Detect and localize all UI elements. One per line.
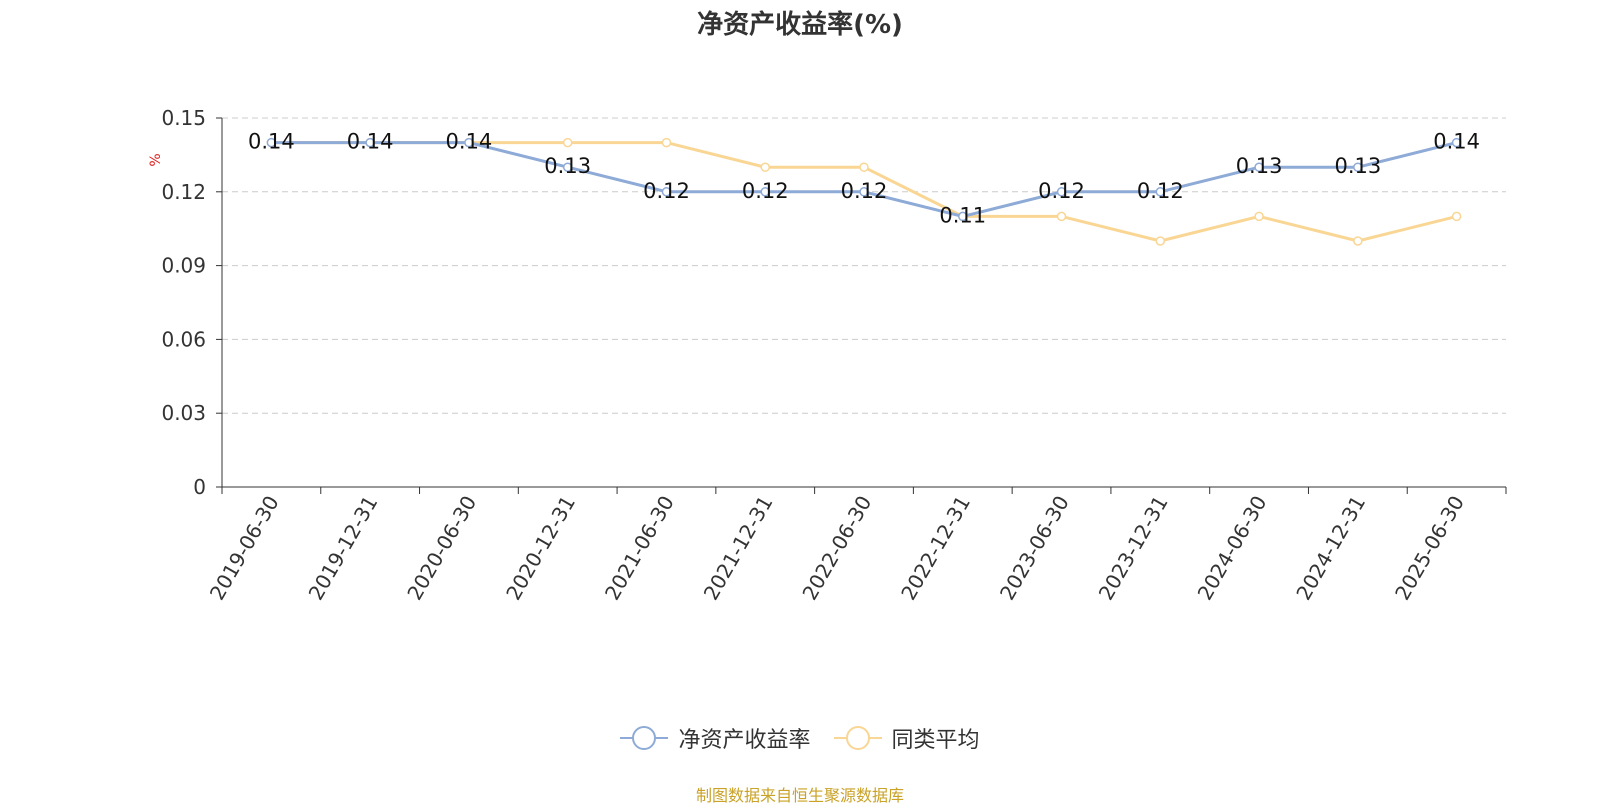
data-label: 0.13: [544, 154, 591, 178]
data-point-series-1: [562, 162, 573, 172]
x-tick-label: 2020-06-30: [402, 492, 481, 605]
data-point-series-1: [760, 187, 770, 197]
legend-item-series-1[interactable]: 净资产收益率: [620, 722, 811, 754]
data-label: 0.14: [248, 130, 295, 154]
x-tick-label: 2025-06-30: [1390, 492, 1469, 605]
data-label: 0.12: [742, 179, 789, 203]
data-point-series-1: [1056, 187, 1067, 197]
data-point-series-1: [958, 211, 968, 222]
source-note: 制图数据来自恒生聚源数据库: [695, 786, 904, 805]
data-point-series-2: [1155, 236, 1166, 246]
data-label: 0.12: [1137, 179, 1184, 203]
legend-label-series-1: 净资产收益率: [678, 728, 811, 753]
y-tick-label: 0.15: [161, 106, 206, 130]
x-tick-label: 2024-12-31: [1291, 492, 1370, 605]
legend-label-series-2: 同类平均: [891, 728, 980, 753]
legend-item-series-2[interactable]: 同类平均: [833, 722, 980, 754]
x-tick-label: 2019-12-31: [304, 492, 383, 605]
legend-marker-series-1: [620, 726, 669, 750]
data-label: 0.11: [939, 203, 986, 227]
data-label: 0.14: [347, 130, 394, 154]
x-tick-label: 2021-12-31: [699, 492, 778, 605]
data-point-series-1: [1254, 162, 1264, 172]
x-tick-label: 2021-06-30: [600, 492, 679, 605]
data-point-series-2: [562, 137, 573, 148]
data-point-series-2: [1254, 211, 1264, 222]
data-point-series-1: [1155, 187, 1166, 197]
data-point-series-2: [661, 137, 672, 148]
data-point-series-1: [859, 187, 869, 197]
y-tick-label: 0.03: [161, 401, 206, 425]
x-tick-label: 2022-12-31: [896, 492, 975, 605]
y-axis-unit-label: %: [148, 153, 164, 166]
data-point-series-1: [365, 137, 375, 148]
data-point-series-1: [266, 137, 277, 148]
data-label: 0.12: [1038, 179, 1085, 203]
data-point-series-2: [1451, 211, 1462, 222]
data-point-series-2: [760, 162, 770, 172]
y-tick-label: 0.06: [161, 327, 206, 351]
x-tick-label: 2020-12-31: [501, 492, 580, 605]
x-tick-label: 2023-06-30: [995, 492, 1074, 605]
x-tick-label: 2022-06-30: [797, 492, 876, 605]
x-tick-label: 2019-06-30: [205, 492, 284, 605]
data-label: 0.13: [1236, 154, 1283, 178]
y-tick-label: 0: [193, 475, 206, 499]
legend-marker-series-2: [833, 726, 882, 750]
chart-legend: 净资产收益率 同类平均: [0, 722, 1600, 756]
data-point-series-2: [1353, 236, 1363, 246]
data-point-series-2: [859, 162, 869, 172]
data-label: 0.12: [643, 179, 690, 203]
data-label: 0.14: [1433, 130, 1480, 154]
y-tick-label: 0.12: [161, 180, 206, 204]
data-point-series-1: [1353, 162, 1363, 172]
data-label: 0.14: [446, 130, 493, 154]
data-point-series-1: [464, 137, 474, 148]
data-label: 0.13: [1334, 154, 1381, 178]
chart-title: 净资产收益率(%): [697, 10, 903, 40]
data-point-series-1: [661, 187, 672, 197]
data-point-series-2: [1056, 211, 1067, 222]
data-point-series-1: [1451, 137, 1462, 148]
x-tick-label: 2024-06-30: [1193, 492, 1272, 605]
y-tick-label: 0.09: [161, 254, 206, 278]
data-label: 0.12: [841, 179, 888, 203]
x-tick-label: 2023-12-31: [1094, 492, 1173, 605]
